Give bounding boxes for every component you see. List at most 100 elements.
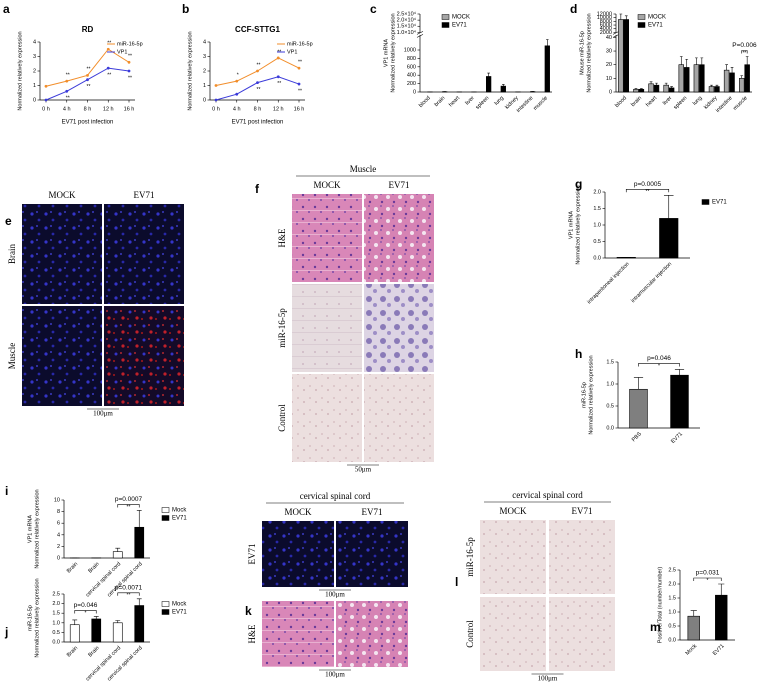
bar	[69, 624, 80, 643]
y-axis-label: VP1 mRNA	[27, 515, 33, 543]
row-label: Control	[465, 620, 475, 648]
error-bar	[633, 377, 644, 390]
y-axis-label: Normalized relatively expression	[390, 13, 396, 92]
y-tick-label: 10000	[597, 15, 612, 21]
micrograph	[549, 597, 615, 671]
x-tick-label: 0 h	[212, 106, 220, 112]
y-axis-label: miR-16-5p	[27, 605, 33, 631]
panel-title: Muscle	[350, 164, 377, 174]
row-label: Muscle	[7, 343, 17, 370]
p-value: p=0.0071	[115, 585, 143, 592]
micrograph	[292, 194, 362, 282]
y-tick-label: 2	[57, 544, 60, 550]
bar	[683, 67, 690, 93]
micrograph	[22, 306, 102, 406]
axis-break	[613, 32, 619, 35]
y-tick-label: 0.5	[606, 403, 614, 409]
legend-swatch	[637, 22, 646, 28]
axis-break	[416, 31, 424, 35]
x-tick-label: 4 h	[63, 106, 71, 112]
scale-bar-label: 100μm	[325, 591, 345, 599]
y-tick-label: 0.0	[606, 425, 614, 431]
error-bar	[619, 13, 623, 20]
error-bar	[679, 56, 683, 65]
y-axis-label: Normalized relatively expression	[575, 185, 581, 264]
error-bar	[634, 88, 638, 90]
legend-label: EV71	[172, 610, 187, 616]
comparison-bracket	[741, 50, 748, 54]
x-tick-label: 16 h	[124, 106, 135, 112]
axis-break	[612, 34, 620, 38]
point	[65, 89, 69, 93]
y-tick-label: 20	[606, 62, 612, 68]
legend-label: MOCK	[452, 15, 470, 21]
micrograph	[364, 374, 434, 462]
micrograph	[336, 601, 408, 667]
x-tick-label: 8 h	[254, 106, 262, 112]
y-tick-label: 2.5	[52, 591, 60, 597]
panel-letter: j	[4, 625, 8, 639]
y-tick-label: 8000	[600, 19, 612, 25]
row-label: Control	[277, 404, 287, 432]
y-tick-label: 1.5	[606, 359, 614, 365]
point	[44, 84, 48, 88]
significance: **	[742, 50, 746, 56]
y-tick-label: 10	[54, 497, 60, 503]
x-tick-label: blood	[418, 95, 432, 109]
significance: *	[707, 578, 709, 584]
x-tick-label: 0 h	[42, 106, 50, 112]
x-tick-label: spleen	[673, 95, 689, 111]
point	[297, 82, 301, 86]
x-tick-label: spleen	[475, 95, 491, 111]
y-tick-label: 10	[606, 76, 612, 82]
y-tick-label: 1.0×10⁴	[397, 29, 417, 36]
error-bar	[725, 64, 728, 71]
point	[297, 66, 301, 70]
significance: **	[298, 88, 302, 94]
y-tick-label: 2000	[600, 30, 612, 36]
error-bar	[710, 84, 713, 87]
y-tick-label: 0.5	[52, 630, 60, 636]
legend-label: miR-16-5p	[117, 41, 143, 47]
error-bar	[674, 369, 685, 376]
column-label: EV71	[362, 507, 383, 517]
x-tick-label: liver	[662, 95, 673, 106]
y-tick-label: 40	[606, 35, 612, 41]
y-tick-label: 12000	[597, 11, 612, 17]
y-axis-label: Normalized relatively expression	[187, 31, 193, 110]
bar	[112, 551, 123, 559]
legend-label: Mock	[172, 602, 187, 608]
y-axis-label: VP1 mRNA	[383, 39, 389, 67]
significance: *	[237, 72, 239, 78]
bar	[500, 85, 506, 93]
bar	[544, 45, 550, 93]
error-bar	[740, 75, 744, 79]
p-value: p=0.031	[696, 570, 720, 577]
significance: **	[128, 54, 132, 60]
error-bar	[664, 82, 668, 86]
x-tick-label: lung	[692, 95, 704, 107]
point	[235, 79, 239, 83]
significance: **	[66, 72, 70, 78]
x-tick-label: 8 h	[84, 106, 92, 112]
point	[86, 73, 89, 77]
y-tick-label: 400	[407, 73, 416, 79]
scale-bar-label: 100μm	[538, 675, 558, 683]
y-tick-label: 6	[57, 521, 60, 527]
legend-label: EV71	[648, 23, 663, 29]
y-tick-label: 0.0	[668, 637, 676, 643]
micrograph	[364, 284, 434, 372]
y-tick-label: 3	[203, 54, 206, 60]
x-tick-label: heart	[645, 95, 658, 108]
legend-label: EV71	[172, 516, 187, 522]
column-label: EV71	[389, 180, 410, 190]
y-tick-label: 1.5	[52, 611, 60, 617]
panel-letter: g	[575, 177, 582, 191]
error-bar	[72, 619, 78, 625]
panel-letter: k	[245, 604, 252, 618]
error-bar	[685, 58, 689, 68]
y-tick-label: 0.0	[52, 639, 60, 645]
y-tick-label: 1.5	[668, 595, 676, 601]
micrograph	[480, 597, 546, 671]
significance: *	[85, 610, 87, 616]
